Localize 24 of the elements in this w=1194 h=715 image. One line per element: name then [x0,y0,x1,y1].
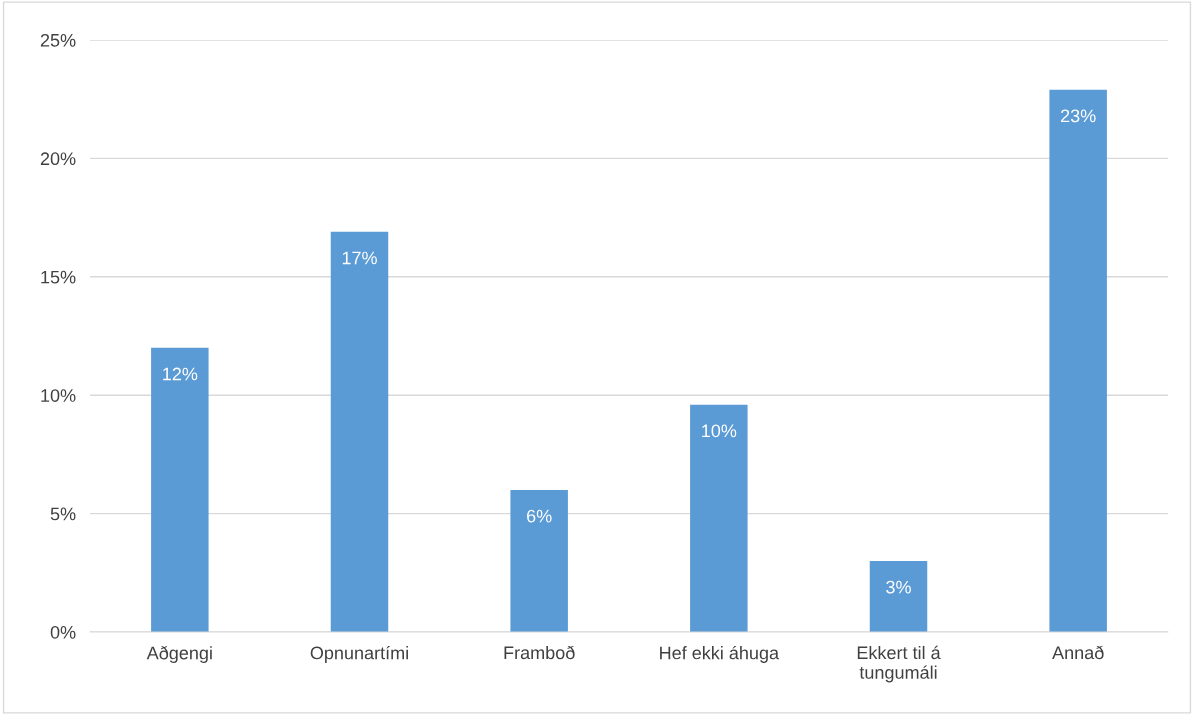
x-tick-label: Annað [1052,645,1104,660]
data-label: 12% [163,367,198,381]
y-tick-label: 10% [41,389,76,402]
bar [151,347,209,632]
y-tick-label: 15% [41,270,76,284]
data-label: 17% [342,251,377,265]
x-tick-label: Framboð [504,645,575,660]
x-tick-label: Ekkert til á tungumáli [857,645,941,683]
bar [1049,89,1107,632]
y-tick-label: 0% [50,625,76,639]
data-label: 3% [886,580,911,594]
x-tick-label: Aðgengi [146,645,212,663]
y-tick-label: 20% [40,152,76,166]
bar [330,231,389,632]
data-label: 10% [702,424,737,438]
bar [690,404,748,632]
bar [510,489,568,632]
y-tick-label: 5% [50,507,76,521]
y-tick-label: 25% [40,33,76,47]
bar [869,560,928,632]
data-label: 23% [1061,109,1096,123]
x-tick-label: Hef ekki áhuga [660,645,780,663]
data-label: 6% [527,509,552,523]
x-tick-label: Opnunartími [310,645,408,663]
